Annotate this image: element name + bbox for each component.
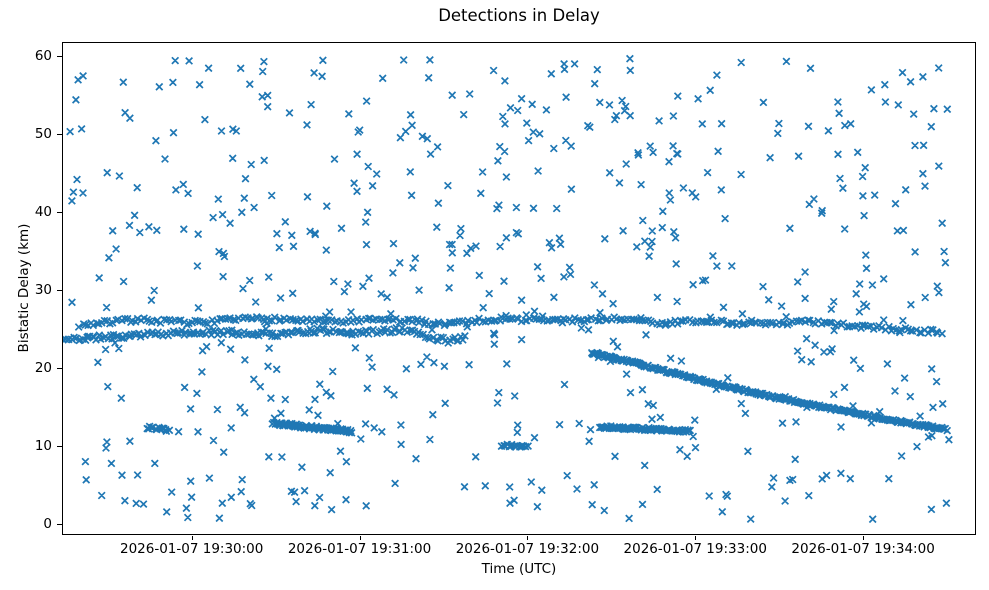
- scatter-points-layer: [63, 54, 953, 524]
- y-tick-label: 10: [34, 437, 52, 454]
- x-tick-label: 2026-01-07 19:33:00: [623, 541, 767, 557]
- x-tick-label: 2026-01-07 19:31:00: [287, 541, 432, 557]
- x-axis-label: Time (UTC): [481, 561, 557, 577]
- y-tick-label: 40: [34, 204, 52, 221]
- y-tick-mark: [57, 56, 62, 58]
- x-tick-mark: [359, 536, 361, 540]
- y-tick-label: 50: [34, 126, 52, 143]
- x-tick-label: 2026-01-07 19:30:00: [119, 541, 264, 557]
- y-tick-label: 30: [34, 282, 52, 299]
- x-tick-mark: [695, 536, 697, 540]
- x-tick-mark: [863, 536, 865, 540]
- y-tick-label: 60: [34, 48, 52, 65]
- y-tick-mark: [57, 290, 62, 292]
- y-tick-mark: [57, 212, 62, 214]
- chart-title: Detections in Delay: [438, 6, 600, 25]
- y-tick-mark: [57, 367, 62, 369]
- x-tick-label: 2026-01-07 19:34:00: [791, 541, 935, 557]
- x-tick-mark: [191, 536, 193, 540]
- plot-area: [62, 42, 976, 535]
- x-tick-mark: [527, 536, 529, 540]
- y-tick-mark: [57, 523, 62, 525]
- x-tick-label: 2026-01-07 19:32:00: [455, 541, 600, 557]
- y-tick-label: 20: [34, 359, 52, 376]
- detection-markers: [63, 54, 953, 524]
- y-tick-mark: [57, 134, 62, 136]
- y-tick-mark: [57, 445, 62, 447]
- y-tick-label: 0: [43, 515, 52, 532]
